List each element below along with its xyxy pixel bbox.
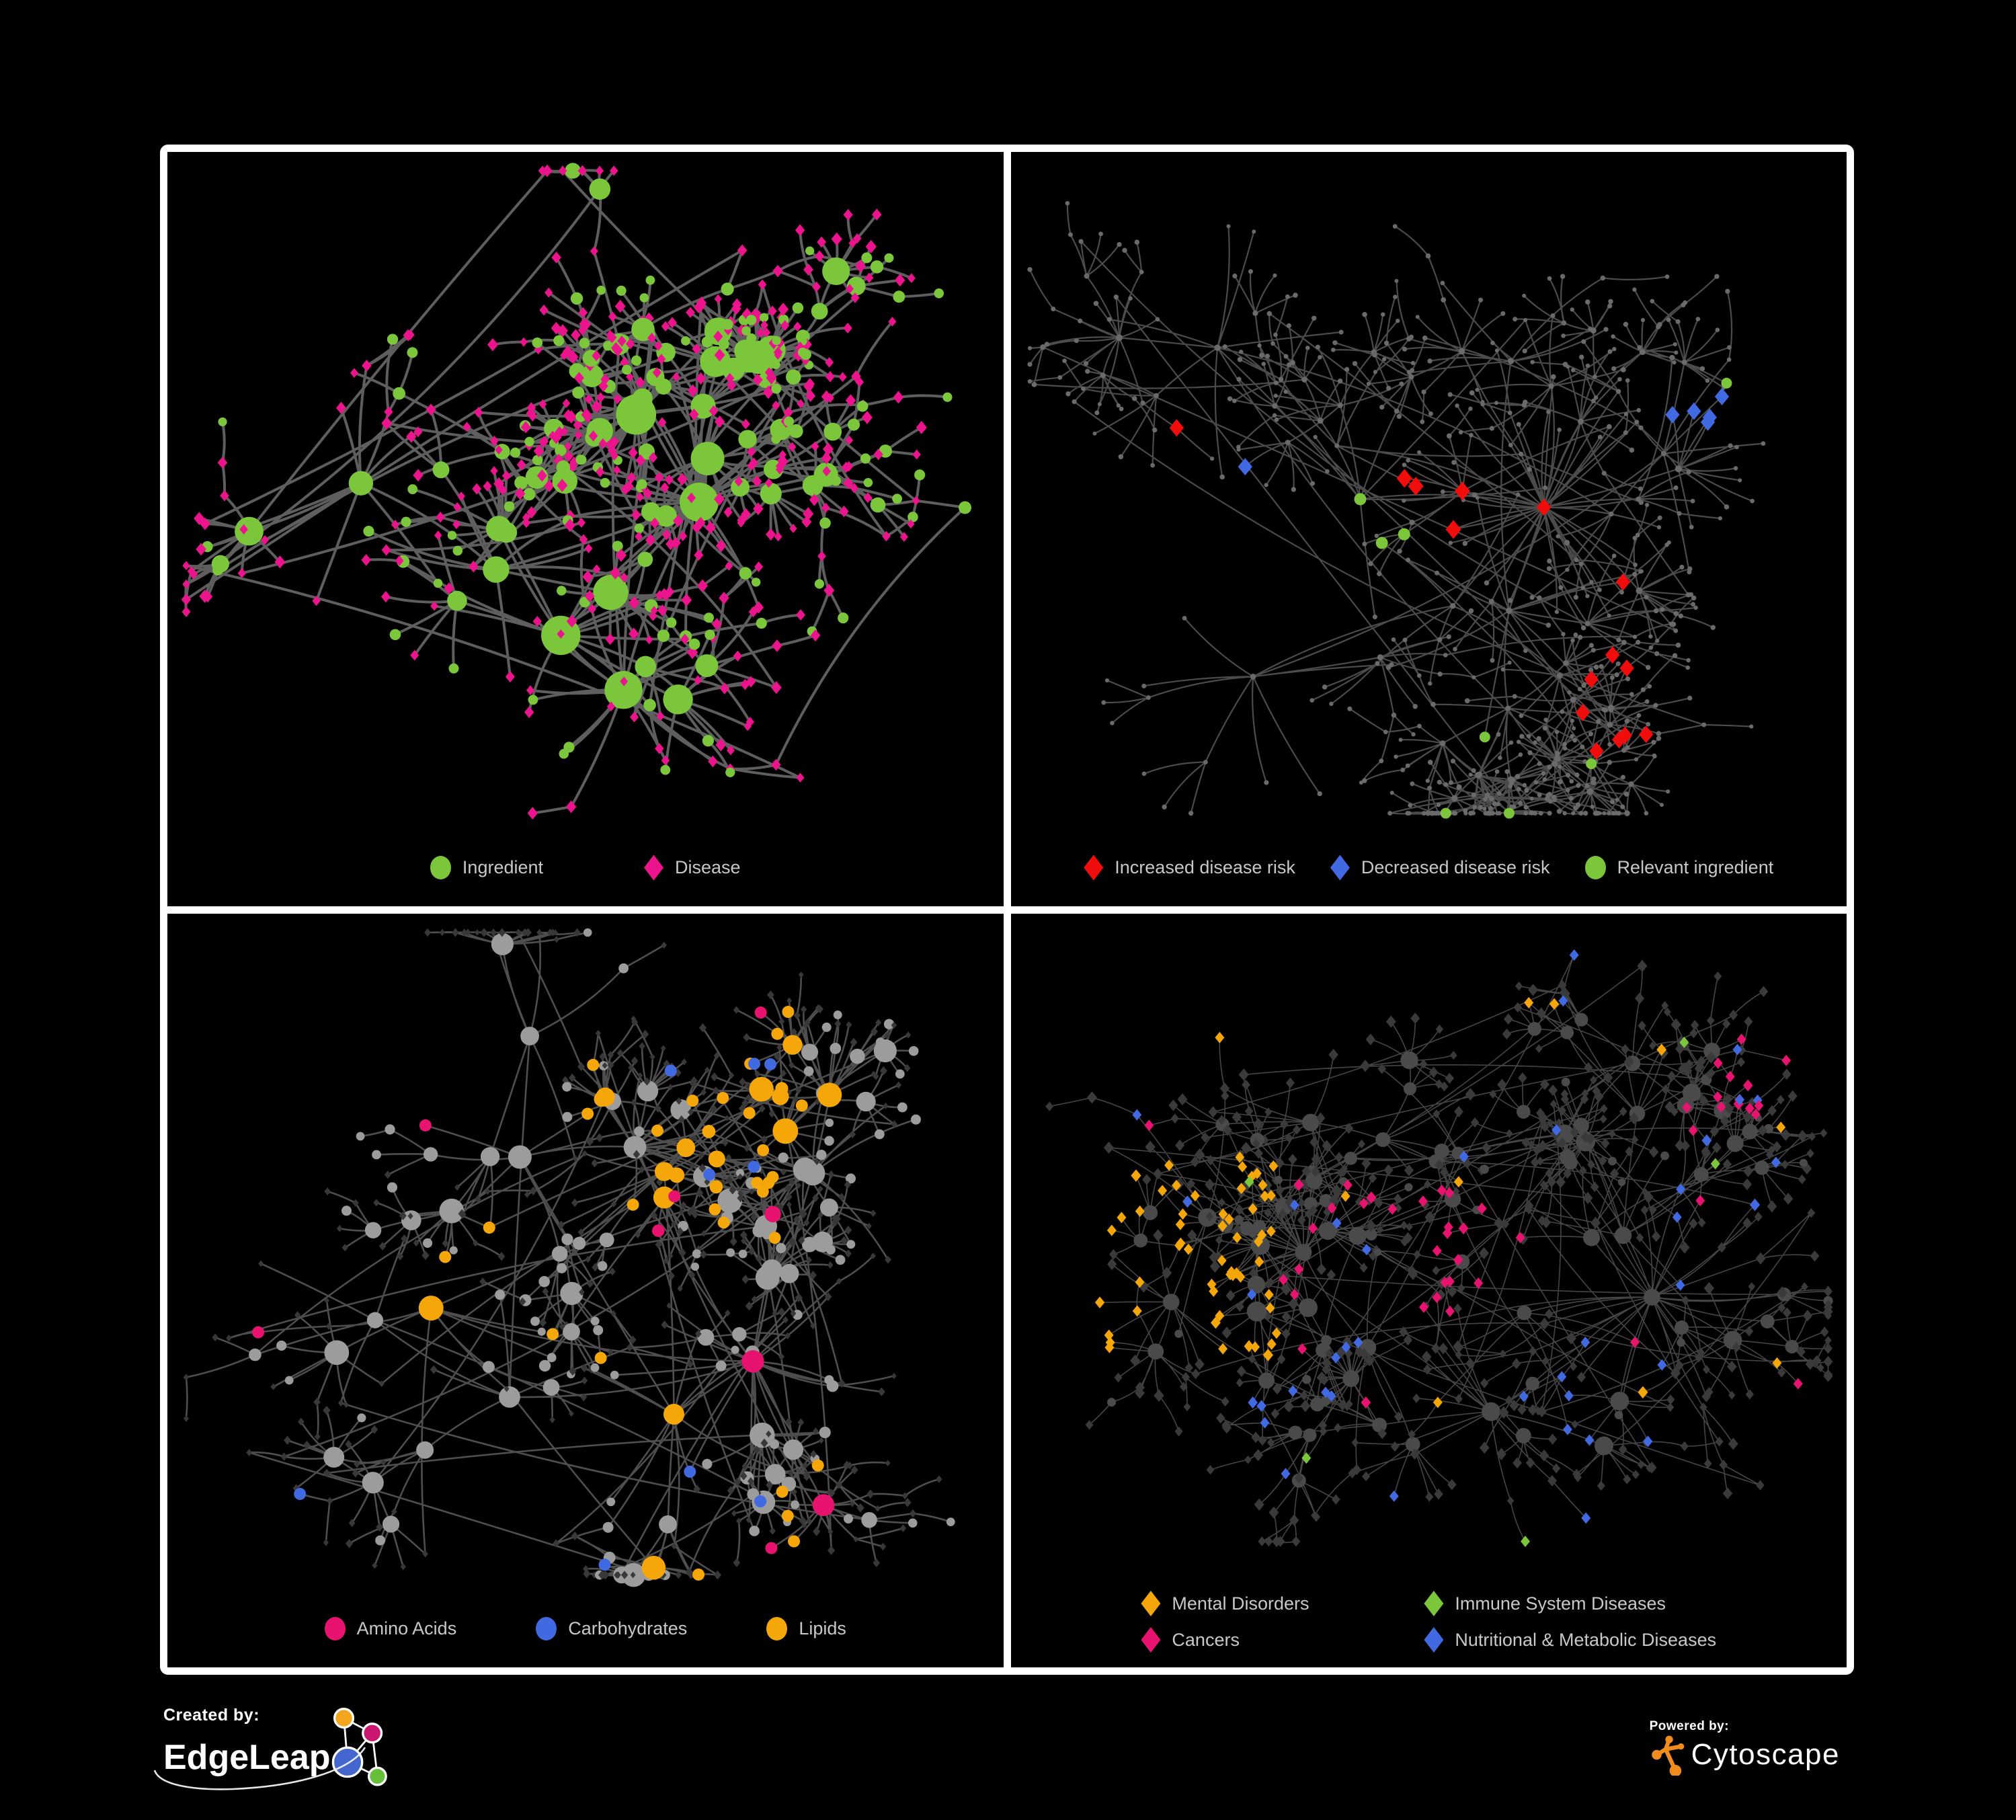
decreased-risk-marker-icon: [1330, 855, 1350, 881]
edgeleap-logo-icon: [331, 1707, 387, 1786]
legend-item-mental-disorders: Mental Disorders: [1141, 1591, 1400, 1616]
legend-label: Immune System Diseases: [1455, 1593, 1666, 1614]
legend-disease-risk: Increased disease risk Decreased disease…: [1011, 855, 1847, 881]
legend-item-ingredient: Ingredient: [430, 856, 543, 879]
nutritional-metabolic-marker-icon: [1424, 1627, 1444, 1653]
powered-by-label: Powered by:: [1649, 1719, 1730, 1733]
legend-label: Mental Disorders: [1172, 1593, 1309, 1614]
panel-disease-categories: Mental Disorders Immune System Diseases …: [1010, 913, 1847, 1667]
created-by-label: Created by:: [163, 1705, 260, 1725]
legend-item-nutritional-metabolic: Nutritional & Metabolic Diseases: [1424, 1627, 1716, 1653]
legend-label: Increased disease risk: [1115, 857, 1295, 877]
legend-item-relevant-ingredient: Relevant ingredient: [1584, 856, 1774, 879]
carbohydrates-marker-icon: [536, 1617, 557, 1640]
immune-diseases-marker-icon: [1424, 1591, 1444, 1616]
legend-item-amino-acids: Amino Acids: [324, 1617, 457, 1640]
panel-ingredient-disease: Ingredient Disease: [167, 152, 1004, 906]
legend-label: Cancers: [1172, 1629, 1240, 1650]
network-disease-risk: [1026, 200, 1765, 819]
legend-label: Decreased disease risk: [1361, 857, 1550, 877]
legend-item-disease: Disease: [644, 855, 741, 881]
legend-ingredient-disease: Ingredient Disease: [167, 855, 1004, 881]
legend-item-cancers: Cancers: [1141, 1627, 1400, 1653]
legend-item-decreased-risk: Decreased disease risk: [1330, 855, 1550, 881]
legend-item-increased-risk: Increased disease risk: [1084, 855, 1295, 881]
legend-label: Amino Acids: [356, 1618, 457, 1638]
network-ingredient-disease: [181, 163, 972, 820]
footer: Created by: EdgeLeap: [0, 1675, 2016, 1820]
cytoscape-logo-icon: [1651, 1735, 1684, 1776]
network-disease-categories: [1045, 949, 1833, 1547]
legend-label: Ingredient: [462, 857, 544, 877]
cancers-marker-icon: [1141, 1627, 1161, 1653]
figure-grid: Ingredient Disease Increased disease ris…: [160, 145, 1854, 1675]
legend-chemical-classes: Amino Acids Carbohydrates Lipids: [167, 1617, 1004, 1640]
legend-label: Lipids: [799, 1618, 846, 1638]
legend-label: Disease: [675, 857, 741, 877]
legend-label: Nutritional & Metabolic Diseases: [1455, 1629, 1717, 1650]
legend-label: Carbohydrates: [568, 1618, 688, 1638]
ingredient-marker-icon: [430, 856, 451, 879]
legend-item-immune-diseases: Immune System Diseases: [1424, 1591, 1716, 1616]
edgeleap-credit: Created by: EdgeLeap: [153, 1705, 407, 1790]
legend-item-lipids: Lipids: [766, 1617, 846, 1640]
panel-disease-risk: Increased disease risk Decreased disease…: [1010, 152, 1847, 906]
disease-marker-icon: [644, 855, 664, 881]
lipids-marker-icon: [766, 1617, 788, 1640]
legend-label: Relevant ingredient: [1617, 857, 1774, 877]
cytoscape-brand-name: Cytoscape: [1691, 1738, 1840, 1771]
panel-chemical-classes: Amino Acids Carbohydrates Lipids: [167, 913, 1004, 1667]
edgeleap-brand-name: EdgeLeap: [163, 1737, 331, 1777]
relevant-ingredient-marker-icon: [1584, 856, 1606, 879]
increased-risk-marker-icon: [1084, 855, 1104, 881]
cytoscape-credit: Powered by: Cytoscape: [1650, 1719, 1840, 1776]
legend-item-carbohydrates: Carbohydrates: [536, 1617, 687, 1640]
network-chemical-classes: [183, 927, 955, 1587]
legend-disease-categories: Mental Disorders Immune System Diseases …: [1141, 1591, 1716, 1653]
amino-acids-marker-icon: [324, 1617, 346, 1640]
mental-disorders-marker-icon: [1141, 1591, 1161, 1616]
